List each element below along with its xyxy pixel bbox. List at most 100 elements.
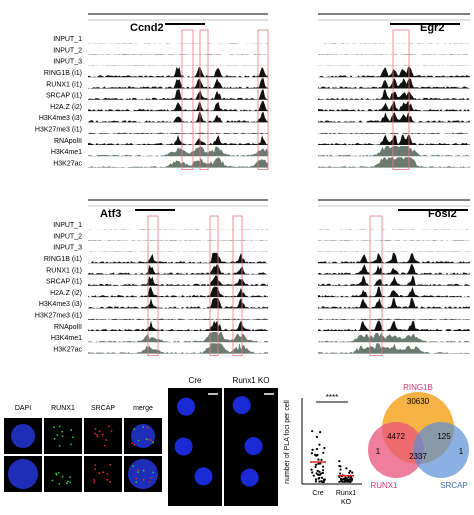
- signal-track: [318, 333, 470, 343]
- cell-dot: [313, 475, 315, 477]
- track-label: H3K4me1: [51, 149, 82, 156]
- focus: [111, 430, 113, 432]
- focus: [150, 439, 152, 441]
- x-tick-label: Runx1: [336, 490, 356, 497]
- micrograph: [84, 418, 122, 454]
- cell-dot: [310, 469, 312, 471]
- region-count: 4472: [387, 432, 405, 441]
- cell-dot: [338, 481, 340, 483]
- track-label: H3K27ac: [53, 346, 82, 353]
- cell-dot: [338, 465, 340, 467]
- focus: [150, 477, 152, 479]
- cell-dot: [315, 480, 317, 482]
- signal-track: [88, 276, 268, 286]
- signal-track: [88, 78, 268, 88]
- nucleus: [195, 467, 213, 485]
- focus: [138, 440, 140, 442]
- track-label: RNApolII: [54, 138, 82, 145]
- condition-label: Runx1 KO: [233, 376, 270, 385]
- focus: [54, 438, 56, 440]
- cell-dot: [318, 471, 320, 473]
- cell-dot: [343, 481, 345, 483]
- cell-dot: [351, 472, 353, 474]
- cell-dot: [317, 458, 319, 460]
- cell-dot: [316, 448, 318, 450]
- signal-track: [318, 112, 470, 122]
- focus: [102, 434, 104, 436]
- focus: [59, 445, 61, 447]
- focus: [93, 479, 95, 481]
- nucleus: [245, 437, 263, 455]
- track-label: H3K4me3 (i3): [39, 115, 82, 122]
- set-label: RUNX1: [370, 481, 398, 490]
- cell-dot: [348, 472, 350, 474]
- focus: [106, 479, 108, 481]
- focus: [93, 481, 95, 483]
- signal-track: [88, 321, 268, 331]
- focus: [152, 441, 154, 443]
- x-tick-label: Cre: [312, 490, 323, 497]
- focus: [105, 439, 107, 441]
- focus: [108, 425, 110, 427]
- x-tick-label: KO: [341, 499, 352, 506]
- signal-track: [88, 133, 268, 134]
- signal-track: [318, 321, 470, 331]
- focus: [96, 434, 98, 436]
- condition-label: Cre: [189, 376, 202, 385]
- set-label: RING1B: [403, 383, 433, 392]
- cell-dot: [345, 477, 347, 479]
- signal-track: [318, 253, 470, 263]
- signal-track: [318, 343, 470, 353]
- signal-track: [318, 133, 470, 134]
- cell-dot: [322, 466, 324, 468]
- signal-track: [88, 319, 268, 320]
- micrograph: [44, 456, 82, 492]
- focus: [66, 482, 68, 484]
- focus: [149, 481, 151, 483]
- column-header: SRCAP: [91, 405, 115, 412]
- signal-track: [318, 146, 470, 156]
- region-count: 2337: [409, 452, 427, 461]
- micrograph: [84, 456, 122, 492]
- focus: [104, 445, 106, 447]
- cell-dot: [315, 464, 317, 466]
- track-label: INPUT_3: [53, 245, 82, 252]
- signal-track: [88, 135, 268, 145]
- focus: [137, 471, 139, 473]
- cell-dot: [322, 469, 324, 471]
- track-label: INPUT_3: [53, 59, 82, 66]
- signal-track: [318, 264, 470, 274]
- track-label: INPUT_2: [53, 233, 82, 240]
- focus: [52, 480, 54, 482]
- signal-track: [88, 298, 268, 308]
- track-label: RNApolII: [54, 324, 82, 331]
- cell-dot: [320, 472, 322, 474]
- focus: [58, 472, 60, 474]
- track-label: SRCAP (i1): [46, 279, 82, 286]
- cell-dot: [321, 477, 323, 479]
- cell-dot: [318, 444, 320, 446]
- cell-dot: [323, 447, 325, 449]
- column-header: DAPI: [15, 405, 31, 412]
- focus: [152, 472, 154, 474]
- cell-dot: [319, 431, 321, 433]
- nucleus: [128, 459, 158, 489]
- signal-track: [88, 112, 268, 122]
- cell-dot: [320, 459, 322, 461]
- focus: [146, 438, 148, 440]
- focus: [99, 430, 101, 432]
- focus: [94, 433, 96, 435]
- significance: ****: [326, 393, 338, 402]
- gene-name: Ccnd2: [130, 22, 164, 34]
- focus: [72, 436, 74, 438]
- signal-track: [88, 253, 268, 263]
- track-label: H3K27ac: [53, 160, 82, 167]
- focus: [58, 483, 60, 485]
- focus: [69, 481, 71, 483]
- focus: [148, 439, 150, 441]
- track-label: H2A.Z (i2): [50, 104, 82, 111]
- cell-dot: [317, 474, 319, 476]
- focus: [109, 464, 111, 466]
- gene-name: Atf3: [100, 208, 121, 220]
